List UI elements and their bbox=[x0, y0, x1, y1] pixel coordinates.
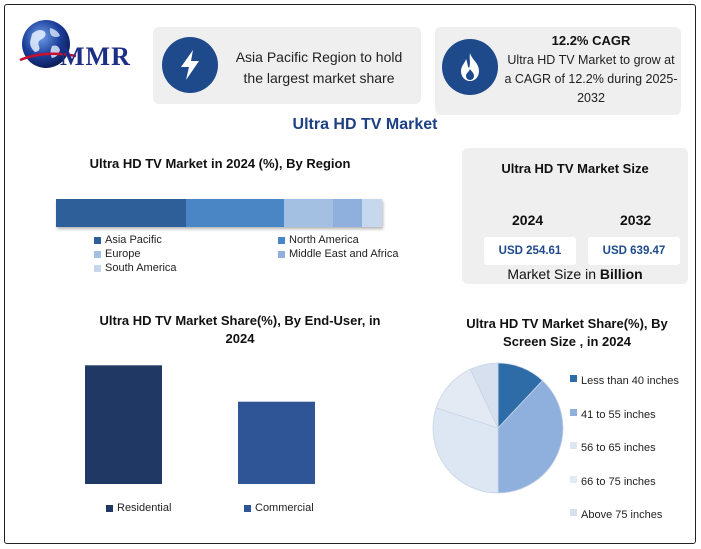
screensize-chart-title: Ultra HD TV Market Share(%), By Screen S… bbox=[466, 316, 668, 349]
legend-label: North America bbox=[289, 234, 359, 246]
market-size-unit: Market Size in Billion bbox=[462, 266, 688, 282]
legend-swatch bbox=[570, 408, 577, 416]
enduser-legend: Residential Commercial bbox=[106, 502, 344, 514]
enduser-bar-chart bbox=[85, 365, 315, 484]
legend-label: Europe bbox=[105, 248, 141, 260]
info-box-region: Asia Pacific Region to hold the largest … bbox=[153, 27, 421, 104]
pie-slice-41-to-55-inches bbox=[497, 380, 564, 494]
year-2032: 2032 bbox=[620, 212, 652, 228]
infographic-frame bbox=[4, 4, 696, 544]
screensize-legend: Less than 40 inches 41 to 55 inches 56 to … bbox=[570, 375, 679, 543]
flame-icon bbox=[442, 39, 498, 95]
screensize-legend-41-to-55-inches: 41 to 55 inches bbox=[570, 408, 679, 443]
legend-swatch bbox=[94, 250, 101, 258]
legend-swatch bbox=[570, 475, 577, 483]
legend-swatch bbox=[570, 442, 577, 449]
region-legend-north-america: North America bbox=[278, 234, 428, 246]
market-size-panel: Ultra HD TV Market Size 2024 2032 USD 25… bbox=[462, 148, 688, 284]
enduser-bar-commercial bbox=[238, 401, 315, 484]
pie-slice-above-75-inches bbox=[469, 362, 499, 429]
region-legend-asia-pacific: Asia Pacific bbox=[94, 234, 278, 246]
legend-label: 41 to 55 inches bbox=[581, 408, 656, 421]
year-2024: 2024 bbox=[512, 212, 544, 228]
legend-label: 66 to 75 inches bbox=[581, 475, 656, 488]
lightning-icon bbox=[162, 37, 218, 93]
screensize-legend-above-75-inches: Above 75 inches bbox=[570, 509, 679, 543]
legend-swatch bbox=[570, 509, 577, 516]
region-segment-europe bbox=[284, 199, 334, 227]
value-2024: USD 254.61 bbox=[484, 237, 576, 265]
enduser-bar-residential bbox=[85, 365, 162, 484]
legend-label: South America bbox=[105, 262, 177, 274]
screensize-legend-56-to-65-inches: 56 to 65 inches bbox=[570, 442, 679, 476]
main-title: Ultra HD TV Market bbox=[292, 116, 438, 133]
legend-swatch bbox=[94, 264, 101, 272]
market-size-unit-prefix: Market Size in bbox=[507, 266, 600, 282]
region-chart-title: Ultra HD TV Market in 2024 (%), By Regio… bbox=[89, 156, 351, 171]
market-size-unit-label: Billion bbox=[599, 266, 643, 282]
legend-label: 56 to 65 inches bbox=[581, 442, 656, 454]
cagr-title: 12.2% CAGR bbox=[551, 33, 631, 48]
legend-label: Less than 40 inches bbox=[581, 375, 679, 387]
legend-swatch bbox=[278, 236, 285, 244]
globe-icon bbox=[19, 20, 77, 68]
region-legend-middle-east-and-africa: Middle East and Africa bbox=[278, 248, 428, 260]
screensize-pie-chart bbox=[432, 362, 564, 494]
screensize-legend-66-to-75-inches: 66 to 75 inches bbox=[570, 475, 679, 510]
legend-swatch bbox=[244, 504, 251, 512]
region-segment-middle-east-and-africa bbox=[333, 199, 363, 227]
region-legend-south-america: South America bbox=[94, 262, 278, 274]
mmr-logo: MMR bbox=[18, 16, 148, 74]
legend-label: Residential bbox=[117, 502, 172, 514]
pie-slice-56-to-65-inches bbox=[432, 407, 499, 494]
logo-text: MMR bbox=[60, 42, 131, 71]
region-legend-europe: Europe bbox=[94, 248, 278, 260]
region-segment-asia-pacific bbox=[56, 199, 187, 227]
legend-swatch bbox=[94, 236, 101, 244]
legend-label: Asia Pacific bbox=[105, 234, 162, 246]
enduser-chart-title: Ultra HD TV Market Share(%), By End-User… bbox=[99, 313, 381, 346]
enduser-legend-residential: Residential bbox=[106, 502, 244, 514]
legend-swatch bbox=[106, 504, 113, 512]
legend-swatch bbox=[570, 375, 577, 382]
region-segment-north-america bbox=[186, 199, 285, 227]
legend-swatch bbox=[278, 250, 285, 258]
screensize-legend-less-than-40-inches: Less than 40 inches bbox=[570, 375, 679, 409]
region-legend: Asia Pacific North America Europe Middle Ea… bbox=[94, 234, 428, 274]
cagr-text: Ultra HD TV Market to grow at a CAGR of … bbox=[504, 53, 678, 105]
region-stacked-bar bbox=[56, 199, 382, 227]
info-region-text: Asia Pacific Region to hold the largest … bbox=[235, 49, 403, 86]
info-box-cagr: 12.2% CAGR Ultra HD TV Market to grow at… bbox=[435, 27, 681, 115]
market-size-title: Ultra HD TV Market Size bbox=[501, 161, 649, 176]
legend-label: Above 75 inches bbox=[581, 509, 663, 521]
enduser-legend-commercial: Commercial bbox=[244, 502, 344, 514]
legend-label: Middle East and Africa bbox=[289, 248, 399, 260]
value-2032: USD 639.47 bbox=[588, 237, 680, 265]
region-segment-south-america bbox=[362, 199, 382, 227]
legend-label: Commercial bbox=[255, 502, 314, 514]
